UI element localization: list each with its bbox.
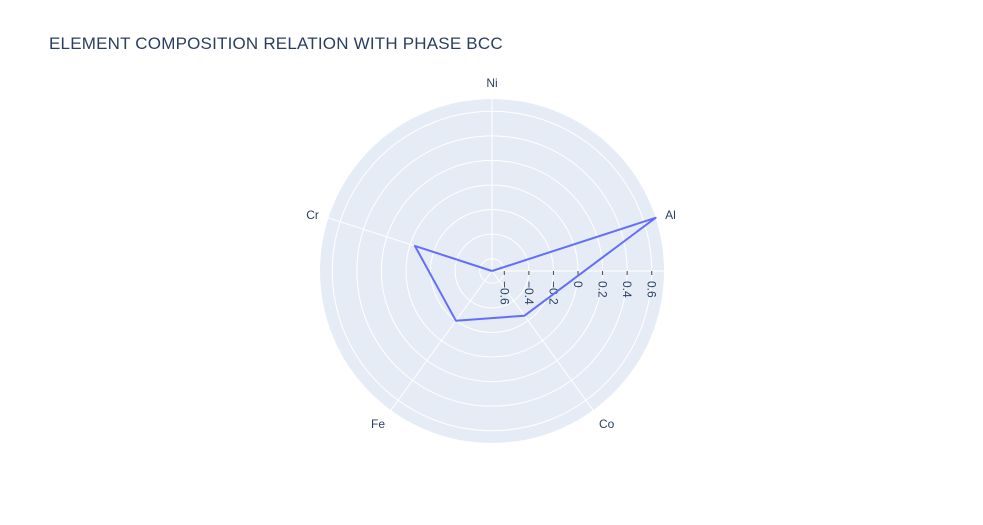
category-label-Fe: Fe — [371, 417, 385, 431]
category-label-Co: Co — [599, 417, 615, 431]
radial-tick-label-3: 0 — [571, 281, 585, 288]
radial-tick-label-0: −0.6 — [497, 281, 511, 305]
radial-tick-label-4: 0.2 — [596, 281, 610, 298]
category-label-Al: Al — [665, 208, 676, 222]
radial-tick-label-5: 0.4 — [620, 281, 634, 298]
category-label-Ni: Ni — [486, 76, 497, 90]
radial-tick-label-6: 0.6 — [645, 281, 659, 298]
angular-gridline-Fe — [390, 270, 493, 411]
category-label-Cr: Cr — [306, 208, 319, 222]
chart-title: ELEMENT COMPOSITION RELATION WITH PHASE … — [49, 34, 503, 53]
angular-gridline-Co — [491, 270, 594, 411]
series-line-0 — [413, 216, 657, 322]
radial-tick-label-1: −0.4 — [522, 281, 536, 305]
